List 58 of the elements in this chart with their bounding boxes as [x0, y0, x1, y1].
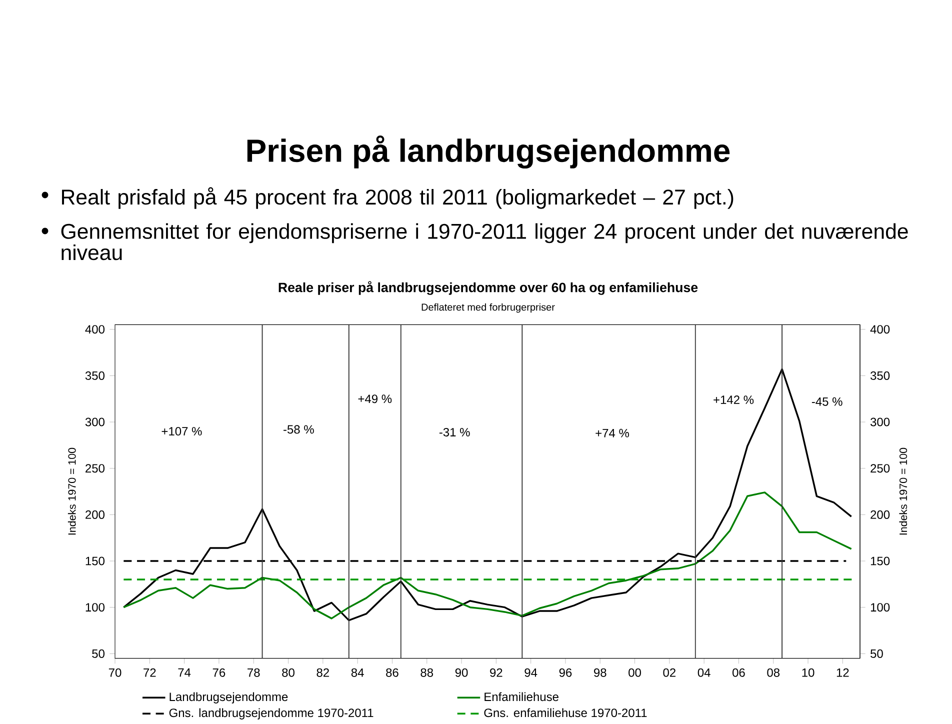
legend-label: Enfamiliehuse: [484, 692, 558, 701]
y2-tick-label: 300: [870, 418, 890, 426]
x-tick-label: 86: [386, 668, 398, 677]
legend-label: Gns. enfamiliehuse 1970-2011: [484, 708, 647, 717]
annotation: +107 %: [162, 426, 202, 436]
x-tick-label: 70: [108, 668, 122, 677]
chart-subtitle: Reale priser på landbrugsejendomme over 60 ha og enfamiliehuse: [278, 280, 698, 295]
text: Gennemsnittet for ejendomspriserne i 1970-2011 ligger 24 procent under det nuværende niveau: [61, 223, 908, 260]
y2-tick-label: 350: [870, 371, 890, 380]
y-tick-label: 50: [92, 649, 104, 658]
x-tick-label: 90: [455, 668, 468, 677]
legend-label: Landbrugsejendomme: [170, 692, 288, 704]
x-tick-label: 72: [144, 668, 156, 677]
y2-tick-label: 100: [870, 602, 890, 612]
x-tick-label: 08: [767, 668, 780, 677]
x-tick-label: 98: [594, 668, 606, 677]
annotation: -31 %: [439, 428, 470, 436]
x-tick-label: 10: [802, 668, 814, 677]
x-tick-label: 94: [524, 668, 538, 677]
y-tick-label: 150: [86, 556, 104, 566]
annotation: +142 %: [714, 395, 754, 404]
annotation: +74 %: [596, 428, 629, 438]
text: Deflateret med forbrugerpriser: [422, 303, 555, 312]
line-series: [122, 491, 852, 620]
x-tick-label: 96: [559, 668, 572, 677]
x-tick-label: 04: [698, 668, 710, 677]
annotation: +49 %: [358, 394, 392, 403]
x-tick-label: 12: [836, 668, 849, 677]
chart-title: Prisen på landbrugsejendomme: [247, 135, 730, 168]
y-tick-label: 100: [86, 602, 104, 612]
y-tick-label: 200: [86, 510, 104, 519]
legend-label: Gns. landbrugsejendomme 1970-2011: [169, 708, 374, 720]
y-tick-label: 250: [86, 464, 104, 472]
x-tick-label: 92: [490, 668, 502, 677]
y-tick-label: 300: [85, 418, 104, 426]
x-tick-label: 78: [248, 668, 260, 677]
x-tick-label: 06: [732, 668, 745, 677]
x-tick-label: 84: [351, 668, 364, 677]
y-axis-title: Indeks 1970 = 100: [68, 448, 76, 534]
y2-tick-label: 200: [870, 510, 890, 519]
x-tick-label: 76: [212, 668, 226, 677]
y2-tick-label: 400: [870, 324, 890, 334]
x-tick-label: 02: [663, 668, 676, 677]
text: Realt prisfald på 45 procent fra 2008 til 2011 (boligmarkedet – 27 pct.): [62, 187, 734, 209]
x-tick-label: 74: [178, 668, 191, 676]
y2-axis-title: Indeks 1970 = 100: [899, 448, 908, 534]
x-tick-label: 88: [420, 668, 434, 677]
line-series: [122, 368, 852, 622]
y2-tick-label: 150: [870, 556, 890, 566]
x-tick-label: 80: [282, 668, 294, 677]
annotation: -58 %: [284, 425, 314, 434]
annotation: -45 %: [812, 397, 842, 406]
y2-tick-label: 250: [870, 464, 890, 472]
x-tick-label: 82: [316, 668, 329, 677]
y-tick-label: 400: [85, 324, 104, 334]
y-tick-label: 350: [85, 371, 104, 380]
y2-tick-label: 50: [870, 649, 883, 658]
x-tick-label: 00: [628, 668, 641, 677]
